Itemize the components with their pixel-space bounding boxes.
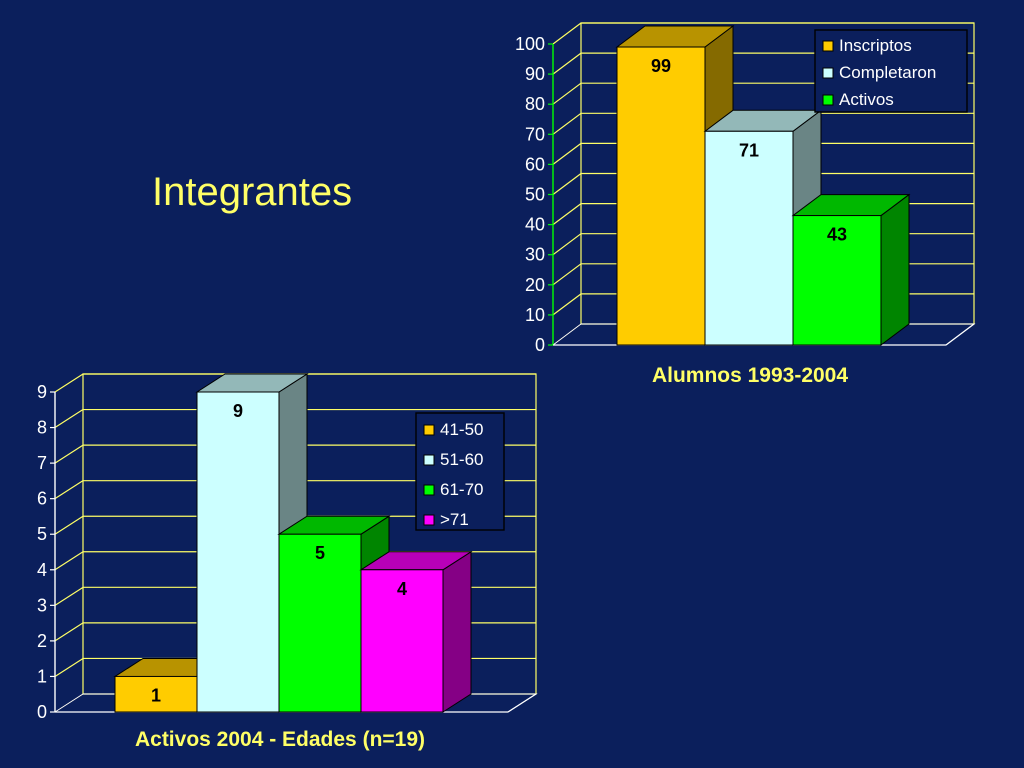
- gridline-diagonal: [54, 586, 84, 606]
- slide-title: Integrantes: [152, 170, 353, 214]
- bar-value-label: 1: [151, 685, 161, 705]
- legend-label: Inscriptos: [839, 36, 912, 55]
- gridline-diagonal: [552, 52, 582, 75]
- legend-label: >71: [440, 510, 469, 529]
- y-tick-label: 7: [37, 453, 47, 473]
- gridline-diagonal: [552, 173, 582, 195]
- gridline-diagonal: [54, 515, 84, 535]
- y-tick-label: 10: [525, 305, 545, 325]
- gridline-diagonal: [552, 203, 582, 226]
- y-tick-label: 60: [525, 154, 545, 174]
- gridline-diagonal: [552, 82, 582, 105]
- y-tick-label: 9: [37, 382, 47, 402]
- legend-box: [814, 29, 968, 113]
- x-axis-title: Alumnos 1993-2004: [652, 364, 848, 387]
- y-tick-label: 20: [525, 275, 545, 295]
- bar-value-label: 71: [739, 140, 759, 160]
- gridline-diagonal: [54, 622, 84, 642]
- bar: [196, 391, 280, 713]
- bar: [360, 569, 444, 713]
- legend-label: 41-50: [440, 420, 483, 439]
- bar: [792, 215, 882, 346]
- bar-value-label: 5: [315, 543, 325, 563]
- legend-label: 61-70: [440, 480, 483, 499]
- legend-swatch: [822, 40, 834, 52]
- legend-label: Completaron: [839, 63, 936, 82]
- x-axis-end: [507, 693, 537, 713]
- gridline-diagonal: [54, 444, 84, 464]
- gridline-diagonal: [54, 480, 84, 500]
- gridline-diagonal: [54, 657, 84, 677]
- gridline-diagonal: [552, 142, 582, 165]
- y-tick-label: 2: [37, 631, 47, 651]
- legend-swatch: [423, 484, 435, 496]
- x-axis-end: [945, 323, 975, 346]
- y-tick-label: 4: [37, 560, 47, 580]
- bar: [278, 533, 362, 713]
- gridline-diagonal: [552, 263, 582, 286]
- legend-swatch: [423, 514, 435, 526]
- bar: [616, 46, 706, 346]
- y-tick-label: 50: [525, 185, 545, 205]
- gridline-diagonal: [54, 373, 84, 393]
- bar: [114, 675, 198, 713]
- legend-label: Activos: [839, 90, 894, 109]
- legend-swatch: [822, 94, 834, 106]
- bar: [704, 130, 794, 346]
- legend-swatch: [822, 67, 834, 79]
- y-tick-label: 100: [515, 34, 545, 54]
- gridline-diagonal: [54, 551, 84, 571]
- bar-value-label: 9: [233, 401, 243, 421]
- x-axis-title: Activos 2004 - Edades (n=19): [135, 728, 425, 751]
- y-tick-label: 0: [37, 702, 47, 722]
- y-tick-label: 8: [37, 418, 47, 438]
- legend-label: 51-60: [440, 450, 483, 469]
- legend-swatch: [423, 454, 435, 466]
- bar-value-label: 4: [397, 579, 407, 599]
- y-tick-label: 1: [37, 666, 47, 686]
- legend-swatch: [423, 424, 435, 436]
- y-tick-label: 70: [525, 124, 545, 144]
- y-tick-label: 90: [525, 64, 545, 84]
- y-tick-label: 30: [525, 245, 545, 265]
- y-tick-label: 5: [37, 524, 47, 544]
- y-tick-label: 80: [525, 94, 545, 114]
- y-tick-label: 0: [535, 335, 545, 355]
- y-tick-label: 40: [525, 215, 545, 235]
- y-tick-label: 3: [37, 595, 47, 615]
- gridline-diagonal: [552, 233, 582, 256]
- gridline-diagonal: [552, 293, 582, 316]
- gridline-diagonal: [552, 112, 582, 135]
- gridline-diagonal: [54, 409, 84, 429]
- y-tick-label: 6: [37, 489, 47, 509]
- gridline-diagonal: [552, 22, 582, 45]
- bar-value-label: 43: [827, 225, 847, 245]
- bar-side: [442, 550, 472, 713]
- bar-value-label: 99: [651, 56, 671, 76]
